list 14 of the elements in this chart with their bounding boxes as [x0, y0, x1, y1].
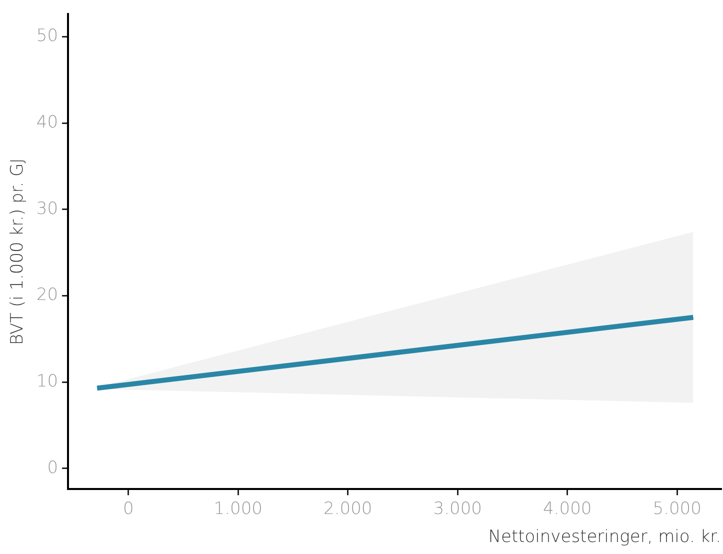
y-tick-label: 20 [36, 285, 58, 306]
x-tick-label: 5.000 [652, 498, 702, 519]
x-tick-label: 2.000 [324, 498, 372, 519]
x-axis-title: Nettoinvesteringer, mio. kr. [488, 527, 721, 548]
y-tick-label: 30 [36, 198, 58, 219]
y-tick-label: 0 [47, 458, 58, 478]
x-tick-label: 1.000 [214, 498, 262, 519]
y-tick-label: 10 [36, 372, 58, 392]
x-tick-label: 3.000 [433, 498, 482, 519]
x-tick-label: 4.000 [543, 498, 592, 519]
y-tick-label: 40 [36, 112, 58, 132]
x-tick-label: 0 [122, 498, 134, 519]
y-tick-label: 50 [36, 26, 58, 46]
y-axis-title: BVT (i 1.000 kr.) pr. GJ [8, 158, 28, 346]
